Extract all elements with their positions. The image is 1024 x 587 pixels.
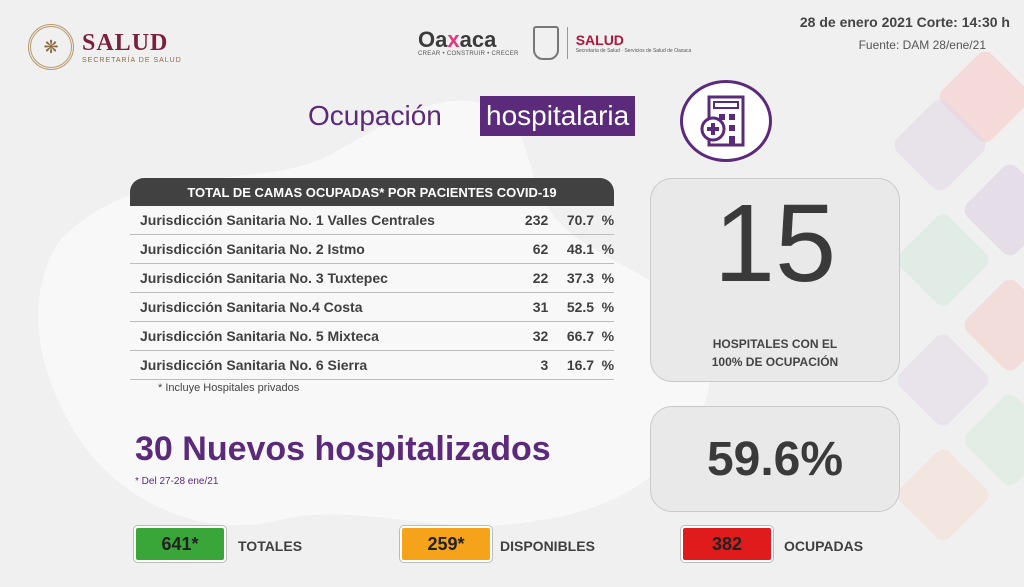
new-hospitalized-note: * Del 27-28 ene/21 [135,476,219,487]
row-count: 32 [532,328,549,344]
hospitals-full-count: 15 [713,182,837,305]
row-percent: 37.3 [566,270,595,286]
row-percent-sign: % [601,241,615,257]
table-row: Jurisdicción Sanitaria No. 5 Mixteca 32 … [130,322,614,351]
table-row: Jurisdicción Sanitaria No. 2 Istmo 62 48… [130,235,614,264]
row-percent: 52.5 [566,299,595,315]
row-name: Jurisdicción Sanitaria No. 3 Tuxtepec [140,270,388,286]
salud-logo-subtitle: SECRETARÍA DE SALUD [82,56,182,64]
oaxaca-shield-icon [532,26,559,60]
row-percent-sign: % [601,299,615,315]
decor-diamond [893,445,993,545]
row-percent-sign: % [601,328,615,344]
hospital-icon [680,80,772,162]
row-name: Jurisdicción Sanitaria No. 2 Istmo [140,241,365,257]
row-count: 22 [532,270,549,286]
table-row: Jurisdicción Sanitaria No. 1 Valles Cent… [130,206,614,235]
page-title-part2: hospitalaria [480,96,636,136]
row-percent: 66.7 [566,328,595,344]
row-name: Jurisdicción Sanitaria No. 1 Valles Cent… [140,212,435,228]
oaxaca-logos: Oaxaca CREAR • CONSTRUIR • CRECER SALUD … [418,26,691,60]
row-name: Jurisdicción Sanitaria No.4 Costa [140,299,363,315]
row-count: 62 [532,241,549,257]
table-row: Jurisdicción Sanitaria No. 6 Sierra 3 16… [130,351,614,380]
row-count: 3 [540,357,549,373]
occupancy-table: TOTAL DE CAMAS OCUPADAS* POR PACIENTES C… [130,178,614,394]
report-date: 28 de enero 2021 Corte: 14:30 h [799,14,1010,30]
occupancy-percent-value: 59.6% [706,432,844,486]
page-title-part1: Ocupación [308,100,442,131]
salud-oaxaca-word: SALUD [575,32,624,48]
salud-logo: ❋ SALUD SECRETARÍA DE SALUD [28,24,182,70]
new-hospitalized-headline: 30 Nuevos hospitalizados [135,430,551,468]
row-percent-sign: % [601,270,615,286]
oaxaca-logo-word: Oaxaca [418,27,497,52]
salud-logo-word: SALUD [82,29,169,56]
row-percent: 48.1 [566,241,595,257]
row-percent: 16.7 [566,357,595,373]
table-footnote: * Incluye Hospitales privados [158,382,300,394]
background-map-shape [38,100,711,526]
row-count: 232 [524,212,549,228]
oaxaca-tagline: CREAR • CONSTRUIR • CRECER [418,51,519,57]
row-name: Jurisdicción Sanitaria No. 6 Sierra [140,357,368,373]
total-beds-label: TOTALES [238,538,303,554]
row-name: Jurisdicción Sanitaria No. 5 Mixteca [140,328,379,344]
table-row: Jurisdicción Sanitaria No. 3 Tuxtepec 22… [130,264,614,293]
table-row: Jurisdicción Sanitaria No.4 Costa 31 52.… [130,293,614,322]
row-percent: 70.7 [566,212,595,228]
available-beds-label: DISPONIBLES [500,538,595,554]
table-header: TOTAL DE CAMAS OCUPADAS* POR PACIENTES C… [130,178,614,206]
occupied-beds-label: OCUPADAS [784,538,864,554]
occupied-beds-value: 382 [681,526,773,562]
government-seal-icon: ❋ [28,24,74,70]
row-percent-sign: % [601,212,615,228]
hospitals-full-card: 15 HOSPITALES CON EL 100% DE OCUPACIÓN [650,178,900,382]
row-percent-sign: % [601,357,615,373]
salud-oaxaca-subtitle: Secretaría de Salud · Servicios de Salud… [575,48,692,54]
occupancy-percent-card: 59.6% [650,406,900,512]
report-source: Fuente: DAM 28/ene/21 [858,38,986,52]
decor-diamond [893,330,993,430]
logo-divider [566,27,568,59]
row-count: 31 [532,299,549,315]
available-beds-value: 259* [400,526,492,562]
hospitals-full-label: HOSPITALES CON EL 100% DE OCUPACIÓN [711,337,839,369]
total-beds-value: 641* [134,526,226,562]
